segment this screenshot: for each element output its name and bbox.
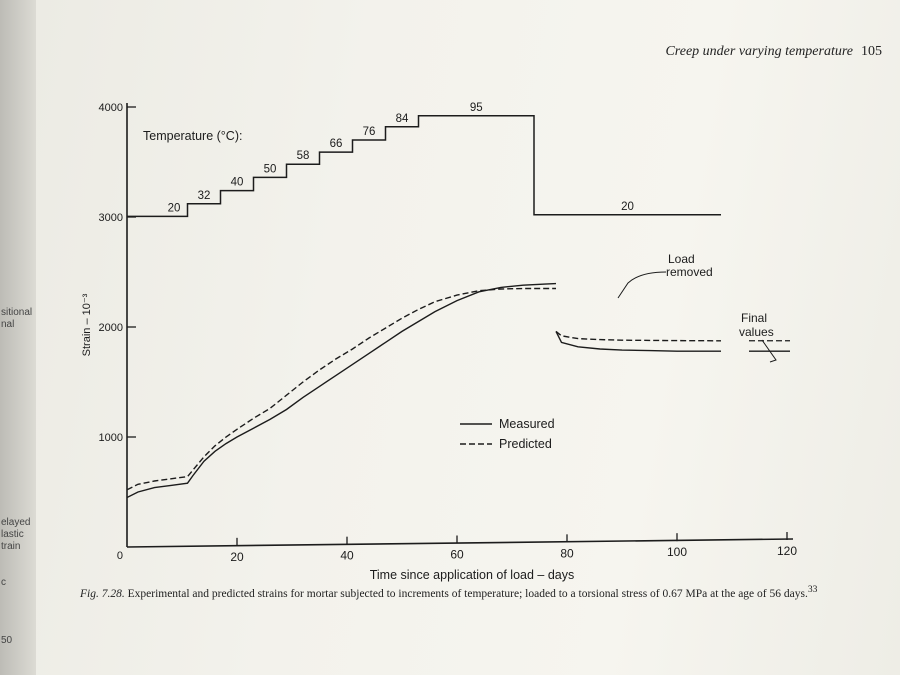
temperature-step-label: 66: [330, 138, 343, 150]
x-tick-label: 40: [340, 549, 354, 563]
running-header: Creep under varying temperature 105: [665, 44, 882, 60]
left-page-fragment: sitional: [1, 307, 33, 318]
load-removed-label: removed: [666, 265, 713, 279]
final-values-label: values: [739, 325, 774, 339]
left-page-fragment: elayed: [1, 517, 31, 528]
x-tick-label: 80: [560, 546, 574, 560]
figure-caption-label: Fig. 7.28.: [80, 587, 125, 600]
legend-predicted-label: Predicted: [499, 437, 552, 451]
y-tick-label: 1000: [99, 432, 123, 444]
figure-caption: Fig. 7.28. Experimental and predicted st…: [80, 583, 850, 601]
figure-caption-text: Experimental and predicted strains for m…: [127, 587, 808, 600]
left-page-fragment: lastic: [1, 529, 24, 540]
temperature-step-label: 20: [168, 202, 181, 214]
y-tick-label: 2000: [99, 322, 123, 334]
x-axis-line: [126, 538, 794, 548]
temperature-step-label: 84: [396, 113, 409, 125]
strain-series-line: [555, 331, 721, 352]
temperature-step-path: [127, 115, 721, 218]
temperature-step-label: 58: [297, 150, 310, 162]
temperature-step-label: 50: [264, 163, 277, 175]
temperature-heading: Temperature (°C):: [143, 129, 242, 143]
x-tick-label: 120: [777, 544, 797, 558]
origin-label: 0: [117, 550, 123, 562]
x-tick-label: 100: [667, 545, 687, 559]
temperature-step-line: 20 32 40 50 58 66 76 84 95 20 Temperature (°C):: [127, 102, 721, 218]
left-page-fragment: train: [1, 541, 21, 552]
strain-series-line: [126, 287, 556, 491]
y-tick-label: 3000: [99, 212, 123, 224]
temperature-step-label: 32: [198, 190, 211, 202]
temperature-step-label: 95: [470, 102, 483, 114]
left-page-fragment: nal: [1, 319, 15, 330]
strain-series-line: [555, 330, 722, 342]
left-page-fragment: 50: [1, 635, 13, 646]
load-removed-label: Load: [668, 252, 695, 266]
legend-measured-label: Measured: [499, 417, 555, 431]
temperature-step-label: 76: [363, 126, 376, 138]
running-header-title: Creep under varying temperature: [665, 44, 853, 59]
x-axis-title: Time since application of load – days: [370, 568, 575, 582]
y-tick-label: 4000: [99, 102, 123, 114]
strain-series: [126, 282, 722, 499]
final-values-pointer: [761, 339, 777, 363]
final-values-label: Final: [741, 311, 767, 325]
y-axis-title: Strain – 10⁻³: [81, 293, 93, 356]
chart-axes: 1000 2000 3000 4000 20 40 60 80 100 120 0 Time sinc…: [81, 102, 797, 582]
x-tick-label: 20: [230, 550, 244, 564]
page-number: 105: [861, 44, 882, 59]
strain-series-line: [126, 282, 557, 499]
book-page: [36, 0, 900, 675]
left-page-fragment: c: [1, 577, 6, 588]
load-removed-pointer: [617, 271, 667, 299]
temperature-step-label: 20: [621, 201, 634, 213]
adjacent-page-edge: sitional nal elayed lastic train c 50: [0, 0, 36, 675]
temperature-step-label: 40: [231, 177, 244, 189]
figure-caption-reference: 33: [807, 584, 818, 595]
x-tick-label: 60: [450, 548, 464, 562]
